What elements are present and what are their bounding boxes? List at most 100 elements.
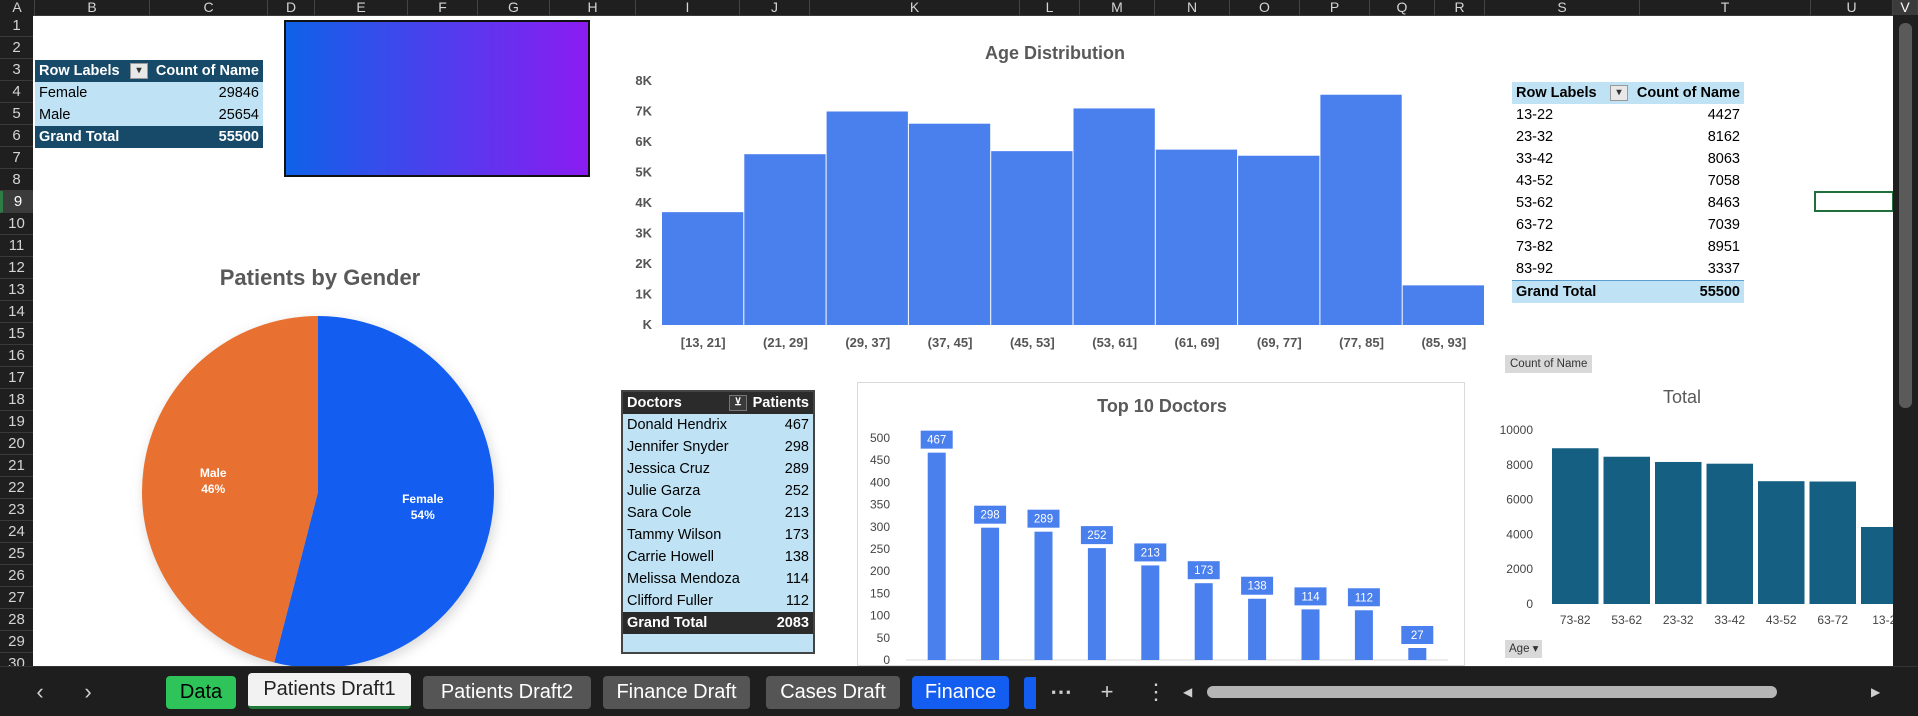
sheet-tab-patients-draft2[interactable]: Patients Draft2 [423,676,591,709]
row-header-8[interactable]: 8 [0,169,33,191]
column-header-o[interactable]: O [1230,0,1300,15]
column-header-v[interactable]: V [1893,0,1918,15]
column-header-m[interactable]: M [1080,0,1155,15]
vertical-scroll-thumb[interactable] [1899,23,1912,408]
row-header-9[interactable]: 9 [0,191,33,213]
column-header-p[interactable]: P [1300,0,1370,15]
x-tick-label: 33-42 [1714,613,1745,627]
pie-slice-female [274,316,494,668]
row-header-22[interactable]: 22 [0,477,33,499]
chevron-left-icon[interactable]: ‹ [36,679,44,704]
row-header-5[interactable]: 5 [0,103,33,125]
column-header-n[interactable]: N [1155,0,1230,15]
pivot-row-value: 3337 [1707,261,1740,277]
doctor-bar [1248,598,1267,660]
row-header-26[interactable]: 26 [0,565,33,587]
y-tick-label: K [643,317,653,332]
row-header-23[interactable]: 23 [0,499,33,521]
options-icon[interactable]: ⋮ [1145,679,1167,704]
selected-cell[interactable] [1814,191,1894,212]
column-header-d[interactable]: D [268,0,315,15]
gradient-rectangle-shape[interactable] [284,20,590,177]
add-sheet-icon[interactable]: + [1100,679,1114,704]
column-header-k[interactable]: K [810,0,1020,15]
row-header-21[interactable]: 21 [0,455,33,477]
row-header-12[interactable]: 12 [0,257,33,279]
row-header-2[interactable]: 2 [0,37,33,59]
row-header-10[interactable]: 10 [0,213,33,235]
row-header-27[interactable]: 27 [0,587,33,609]
row-header-16[interactable]: 16 [0,345,33,367]
column-header-h[interactable]: H [550,0,636,15]
total-age-chart[interactable]: Count of Name Total 0 2000 4000 6000 8000 100… [1495,347,1893,666]
column-header-t[interactable]: T [1640,0,1811,15]
column-header-a[interactable]: A [0,0,35,15]
row-header-17[interactable]: 17 [0,367,33,389]
column-header-s[interactable]: S [1485,0,1640,15]
histogram-bar [1320,94,1402,325]
column-header-b[interactable]: B [35,0,150,15]
column-header-q[interactable]: Q [1370,0,1435,15]
filter-dropdown-icon[interactable]: ▾ [1610,85,1628,101]
sheet-tab-cases-draft[interactable]: Cases Draft [766,676,900,709]
row-header-19[interactable]: 19 [0,411,33,433]
sheet-tab-finance[interactable]: Finance [912,676,1009,709]
more-icon[interactable]: ⋯ [1050,679,1072,704]
row-header-20[interactable]: 20 [0,433,33,455]
top-10-doctors-chart[interactable]: Top 10 Doctors 0 50 100 150 200 250 300 350 400 4… [857,382,1465,666]
row-header-7[interactable]: 7 [0,147,33,169]
x-tick-label: (45, 53] [1010,335,1055,350]
horizontal-scrollbar[interactable]: ◀ ▶ [1183,684,1883,700]
filter-dropdown-icon[interactable]: ▾ [130,63,148,79]
row-header-11[interactable]: 11 [0,235,33,257]
row-header-13[interactable]: 13 [0,279,33,301]
y-tick-label: 7K [635,104,652,119]
column-header-r[interactable]: R [1435,0,1485,15]
dropdown-icon: ▾ [1532,643,1539,655]
row-header-4[interactable]: 4 [0,81,33,103]
row-header-15[interactable]: 15 [0,323,33,345]
age-field-button[interactable]: Age ▾ [1505,640,1543,658]
age-field-label: Age [1509,643,1530,655]
row-header-29[interactable]: 29 [0,631,33,653]
y-tick-label: 100 [870,609,890,623]
row-header-1[interactable]: 1 [0,15,33,37]
sheet-tab-patients-draft1[interactable]: Patients Draft1 [248,673,411,709]
sheet-tab-finance-draft[interactable]: Finance Draft [603,676,750,709]
age-distribution-chart[interactable]: Age Distribution K 1K 2K 3K 4K 5K 6K 7K 8K [13, 2… [610,35,1500,355]
patients-by-gender-chart[interactable]: Patients by Gender Female 54% Male 46% [120,260,520,670]
column-header-i[interactable]: I [636,0,740,15]
pivot-row-label: 33-42 [1516,151,1554,167]
row-header-24[interactable]: 24 [0,521,33,543]
scroll-right-icon[interactable]: ▶ [1871,685,1881,699]
row-header-3[interactable]: 3 [0,59,33,81]
pivot-row-label: Jennifer Snyder [627,439,729,455]
doctor-bar [1141,565,1160,660]
count-of-name-field-button[interactable]: Count of Name [1505,355,1593,373]
row-header-18[interactable]: 18 [0,389,33,411]
column-header-u[interactable]: U [1811,0,1893,15]
pivot-row-value: 289 [784,461,809,477]
scroll-left-icon[interactable]: ◀ [1183,685,1193,699]
row-header-28[interactable]: 28 [0,609,33,631]
column-header-f[interactable]: F [408,0,478,15]
vertical-scrollbar[interactable]: ▲ [1893,15,1918,666]
filter-applied-icon[interactable]: ⊻ [729,395,747,411]
sheet-tab-data[interactable]: Data [166,676,236,709]
y-tick-label: 5K [635,165,652,180]
column-header-e[interactable]: E [315,0,408,15]
chevron-right-icon[interactable]: › [84,679,92,704]
column-header-c[interactable]: C [150,0,268,15]
x-tick-label: (77, 85] [1339,335,1384,350]
column-header-l[interactable]: L [1020,0,1080,15]
row-header-14[interactable]: 14 [0,301,33,323]
y-tick-label: 250 [870,542,890,556]
column-header-j[interactable]: J [740,0,810,15]
histogram-bar [1073,108,1155,325]
column-header-g[interactable]: G [478,0,550,15]
row-header-6[interactable]: 6 [0,125,33,147]
horizontal-scroll-thumb[interactable] [1207,686,1777,698]
more-tabs-edge[interactable] [1024,677,1036,709]
row-header-25[interactable]: 25 [0,543,33,565]
x-tick-label: (53, 61] [1092,335,1137,350]
